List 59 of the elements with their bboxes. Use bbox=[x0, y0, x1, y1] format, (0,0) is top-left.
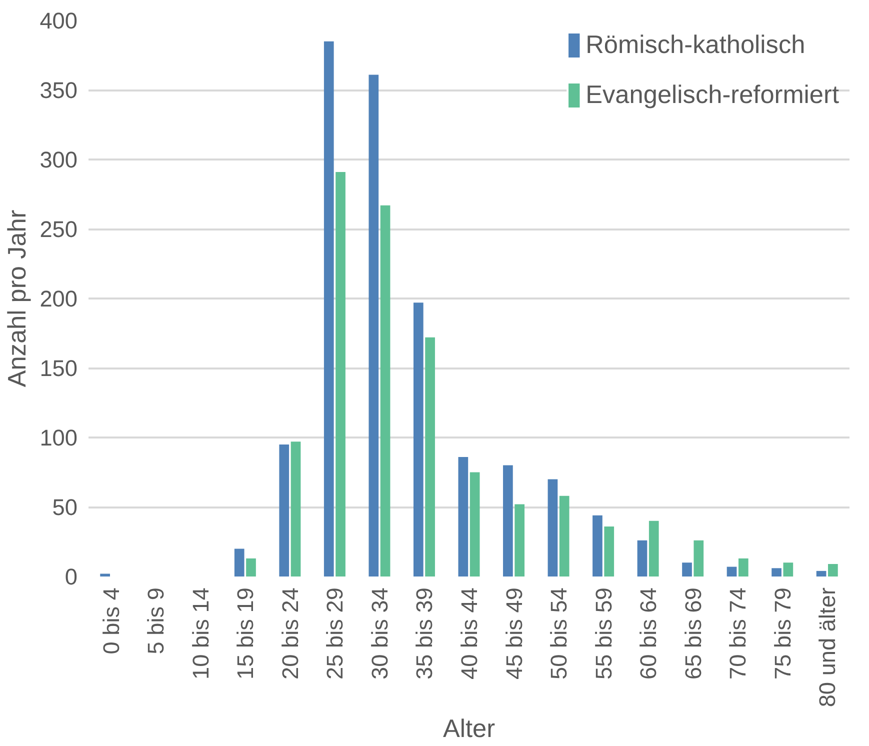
bar bbox=[279, 444, 290, 576]
bar bbox=[694, 540, 704, 576]
y-tick-label: 200 bbox=[40, 286, 78, 312]
bar bbox=[246, 558, 256, 576]
y-tick-label: 250 bbox=[40, 216, 78, 242]
y-tick-label: 350 bbox=[40, 77, 78, 103]
legend-label: Evangelisch-reformiert bbox=[586, 80, 839, 110]
x-tick-label: 15 bis 19 bbox=[232, 588, 258, 680]
bar bbox=[503, 465, 513, 576]
x-tick-label: 55 bis 59 bbox=[590, 588, 616, 680]
bar bbox=[234, 548, 244, 576]
x-tick-label: 0 bis 4 bbox=[98, 587, 124, 654]
x-tick-label: 60 bis 64 bbox=[635, 588, 662, 680]
x-tick-label: 75 bis 79 bbox=[769, 588, 796, 680]
bar bbox=[458, 456, 468, 576]
x-tick-label: 25 bis 29 bbox=[322, 588, 348, 680]
x-tick-label: 35 bis 39 bbox=[411, 588, 438, 680]
bar bbox=[682, 562, 692, 576]
bar bbox=[559, 496, 570, 576]
bar bbox=[604, 526, 614, 576]
bar bbox=[783, 562, 794, 576]
bar bbox=[425, 337, 435, 576]
bar bbox=[592, 515, 602, 576]
y-tick-label: 150 bbox=[40, 355, 78, 381]
x-tick-label: 40 bis 44 bbox=[456, 588, 482, 680]
bar bbox=[336, 172, 346, 576]
bar bbox=[470, 472, 480, 576]
bar bbox=[726, 566, 737, 576]
y-tick-label: 400 bbox=[40, 8, 78, 34]
bar bbox=[816, 570, 826, 576]
x-tick-label: 65 bis 69 bbox=[680, 588, 706, 680]
x-axis-title: Alter bbox=[442, 715, 496, 744]
bar bbox=[772, 568, 782, 576]
y-axis-title: Anzahl pro Jahr bbox=[4, 209, 32, 388]
bar bbox=[380, 205, 390, 576]
bar bbox=[324, 41, 334, 576]
bar bbox=[648, 520, 659, 576]
bar bbox=[738, 558, 748, 576]
x-tick-label: 50 bis 54 bbox=[546, 588, 572, 680]
bar bbox=[413, 302, 424, 576]
y-tick-label: 300 bbox=[40, 146, 78, 172]
x-tick-label: 10 bis 14 bbox=[187, 588, 214, 680]
x-tick-label: 45 bis 49 bbox=[500, 588, 527, 680]
y-tick-label: 100 bbox=[40, 424, 78, 450]
y-tick-label: 0 bbox=[64, 564, 78, 590]
x-tick-label: 20 bis 24 bbox=[276, 588, 303, 680]
bar bbox=[290, 442, 301, 576]
x-tick-label: 5 bis 9 bbox=[142, 587, 169, 654]
legend-label: Römisch-katholisch bbox=[586, 30, 806, 60]
x-tick-label: 80 und älter bbox=[814, 587, 840, 708]
bar bbox=[828, 564, 838, 576]
y-tick-label: 50 bbox=[52, 494, 78, 520]
x-tick-label: 30 bis 34 bbox=[366, 588, 392, 680]
bar bbox=[368, 74, 379, 576]
x-tick-label: 70 bis 74 bbox=[724, 588, 751, 680]
bar bbox=[100, 574, 110, 576]
bar bbox=[637, 540, 648, 576]
bar bbox=[548, 479, 558, 576]
bar bbox=[514, 504, 525, 576]
